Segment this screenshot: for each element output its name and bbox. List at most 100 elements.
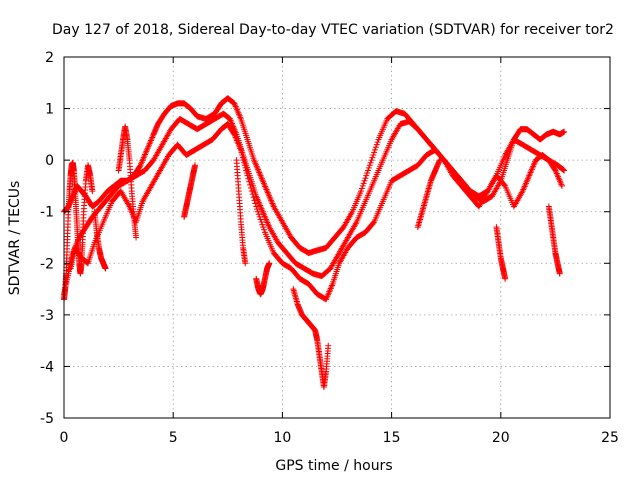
data-point — [367, 159, 374, 166]
data-point — [248, 188, 255, 195]
y-tick-label: 1 — [45, 102, 54, 118]
data-point — [239, 151, 246, 158]
data-point — [239, 154, 246, 161]
series-branch-near-8h — [233, 157, 249, 267]
data-point — [364, 170, 371, 177]
data-point — [374, 139, 381, 146]
data-point — [247, 181, 254, 188]
data-point — [266, 260, 273, 267]
data-point — [370, 151, 377, 158]
series-branch-near-0h — [61, 159, 96, 303]
data-point — [102, 265, 109, 272]
series-branch-near-22.5h — [545, 203, 563, 277]
data-point — [368, 157, 375, 164]
data-point — [556, 270, 563, 277]
data-point — [366, 162, 373, 169]
data-point — [247, 184, 254, 191]
data-point — [250, 194, 257, 201]
data-point — [260, 224, 267, 231]
y-tick-label: -4 — [40, 359, 54, 375]
data-point — [372, 144, 379, 151]
data-point — [230, 130, 237, 137]
data-point — [243, 170, 250, 177]
series-branch-near-1.5h — [91, 208, 109, 272]
data-point — [261, 226, 268, 233]
data-point — [241, 159, 248, 166]
data-point — [363, 172, 370, 179]
data-point — [501, 181, 508, 188]
data-point — [558, 182, 565, 189]
data-point — [362, 175, 369, 182]
data-point — [370, 220, 377, 227]
y-tick-label: 0 — [45, 153, 54, 169]
y-tick-label: -1 — [40, 205, 54, 221]
data-point — [559, 166, 566, 173]
series-branch-near-3h — [115, 123, 140, 241]
data-point — [241, 162, 248, 169]
chart-title: Day 127 of 2018, Sidereal Day-to-day VTE… — [52, 22, 614, 38]
y-tick-labels: -5 -4 -3 -2 -1 0 1 2 — [40, 50, 54, 427]
data-points — [61, 95, 568, 391]
data-point — [255, 211, 262, 218]
data-point — [365, 167, 372, 174]
plot-frame — [63, 56, 611, 419]
series-branch-near-5.5h — [181, 162, 199, 220]
data-point — [258, 219, 265, 226]
data-point — [242, 260, 249, 267]
data-point — [240, 157, 247, 164]
data-point — [89, 188, 96, 195]
data-point — [436, 157, 443, 164]
data-point — [369, 154, 376, 161]
data-point — [561, 128, 568, 135]
data-point — [325, 342, 332, 349]
data-point — [243, 167, 250, 174]
x-axis-label: GPS time / hours — [275, 458, 392, 474]
x-tick-label: 0 — [60, 430, 69, 446]
data-point — [358, 188, 365, 195]
data-point — [360, 180, 367, 187]
data-point — [257, 216, 264, 223]
data-point — [551, 166, 558, 173]
y-tick-label: -5 — [40, 411, 54, 427]
data-point — [192, 162, 199, 169]
data-point — [502, 275, 509, 282]
x-tick-label: 10 — [273, 430, 291, 446]
data-point — [246, 178, 253, 185]
data-point — [251, 197, 258, 204]
x-tick-label: 15 — [383, 430, 401, 446]
y-axis-label: SDTVAR / TECUs — [7, 181, 23, 296]
data-point — [359, 182, 366, 189]
data-point — [372, 146, 379, 153]
data-point — [358, 185, 365, 192]
data-point — [133, 234, 140, 241]
y-tick-label: -3 — [40, 308, 54, 324]
data-point — [237, 146, 244, 153]
series-track-2 — [61, 110, 568, 298]
data-point — [253, 203, 260, 210]
x-tick-label: 25 — [601, 430, 619, 446]
data-point — [373, 141, 380, 148]
x-tick-labels: 0 5 10 15 20 25 — [60, 430, 619, 446]
data-point — [361, 177, 368, 184]
data-point — [365, 164, 372, 171]
data-point — [560, 166, 567, 173]
series-branch-near-9h — [253, 260, 273, 298]
data-point — [254, 206, 261, 213]
data-point — [254, 208, 261, 215]
data-point — [242, 164, 249, 171]
data-point — [244, 172, 251, 179]
series-branch-near-12h — [290, 286, 332, 391]
series-track-3 — [67, 121, 565, 303]
data-point — [136, 163, 143, 170]
series-branch-near-17h — [414, 157, 443, 231]
data-point — [252, 200, 259, 207]
data-point — [259, 221, 266, 228]
data-point — [371, 149, 378, 156]
data-point — [238, 149, 245, 156]
y-tick-label: -2 — [40, 256, 54, 272]
x-tick-label: 5 — [169, 430, 178, 446]
y-tick-label: 2 — [45, 50, 54, 66]
series-branch-near-20h — [493, 224, 509, 282]
